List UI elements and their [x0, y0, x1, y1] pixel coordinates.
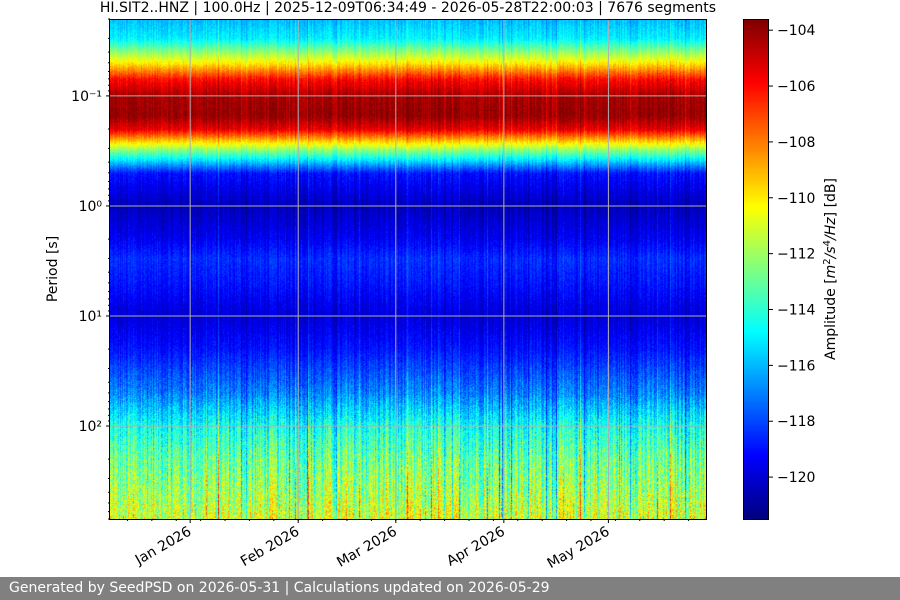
colorbar-frame — [743, 19, 769, 520]
x-tick-label: Apr 2026 — [444, 524, 508, 570]
x-tick-label: Feb 2026 — [238, 524, 302, 570]
grid-lines — [110, 19, 706, 519]
x-tick-label: Jan 2026 — [132, 524, 194, 569]
colorbar-tick-label: −114 — [777, 303, 816, 319]
chart-title: HI.SIT2..HNZ | 100.0Hz | 2025-12-09T06:3… — [100, 0, 716, 16]
spectrogram-heatmap — [110, 19, 706, 519]
x-axis: Jan 2026 Feb 2026 Mar 2026 Apr 2026 May 2026 — [126, 519, 690, 572]
y-axis: 10⁻¹ 10⁰ 10¹ 10² — [71, 18, 110, 520]
x-tick-label: Mar 2026 — [334, 524, 400, 571]
colorbar-tick-label: −106 — [777, 79, 816, 95]
colorbar-tick-label: −112 — [777, 247, 815, 263]
colorbar-tick-label: −120 — [777, 470, 815, 486]
y-axis-label: Period [s] — [45, 236, 61, 302]
colorbar-tick-label: −118 — [777, 414, 815, 430]
colorbar-tick-label: −110 — [777, 191, 815, 207]
x-tick-label: May 2026 — [545, 524, 613, 572]
colorbar: −104 −106 −108 −110 −112 −114 −116 −118 −120 — [743, 19, 816, 520]
colorbar-tick-label: −104 — [777, 23, 816, 39]
y-tick-label: 10² — [79, 419, 102, 435]
y-tick-label: 10⁻¹ — [71, 89, 102, 105]
colorbar-tick-label: −116 — [777, 358, 816, 374]
footer-text: Generated by SeedPSD on 2026-05-31 | Cal… — [9, 580, 550, 596]
colorbar-ticks: −104 −106 −108 −110 −112 −114 −116 −118 −120 — [769, 23, 816, 486]
colorbar-tick-label: −108 — [777, 135, 815, 151]
plot-frame — [109, 19, 707, 520]
y-tick-label: 10⁰ — [79, 199, 103, 215]
footer-bar: Generated by SeedPSD on 2026-05-31 | Cal… — [0, 577, 900, 600]
colorbar-gradient — [744, 19, 769, 519]
y-tick-label: 10¹ — [79, 309, 102, 325]
colorbar-label: Amplitude [m2/s4/Hz] [dB] — [822, 178, 840, 360]
spectrogram-plot-area — [109, 19, 707, 520]
